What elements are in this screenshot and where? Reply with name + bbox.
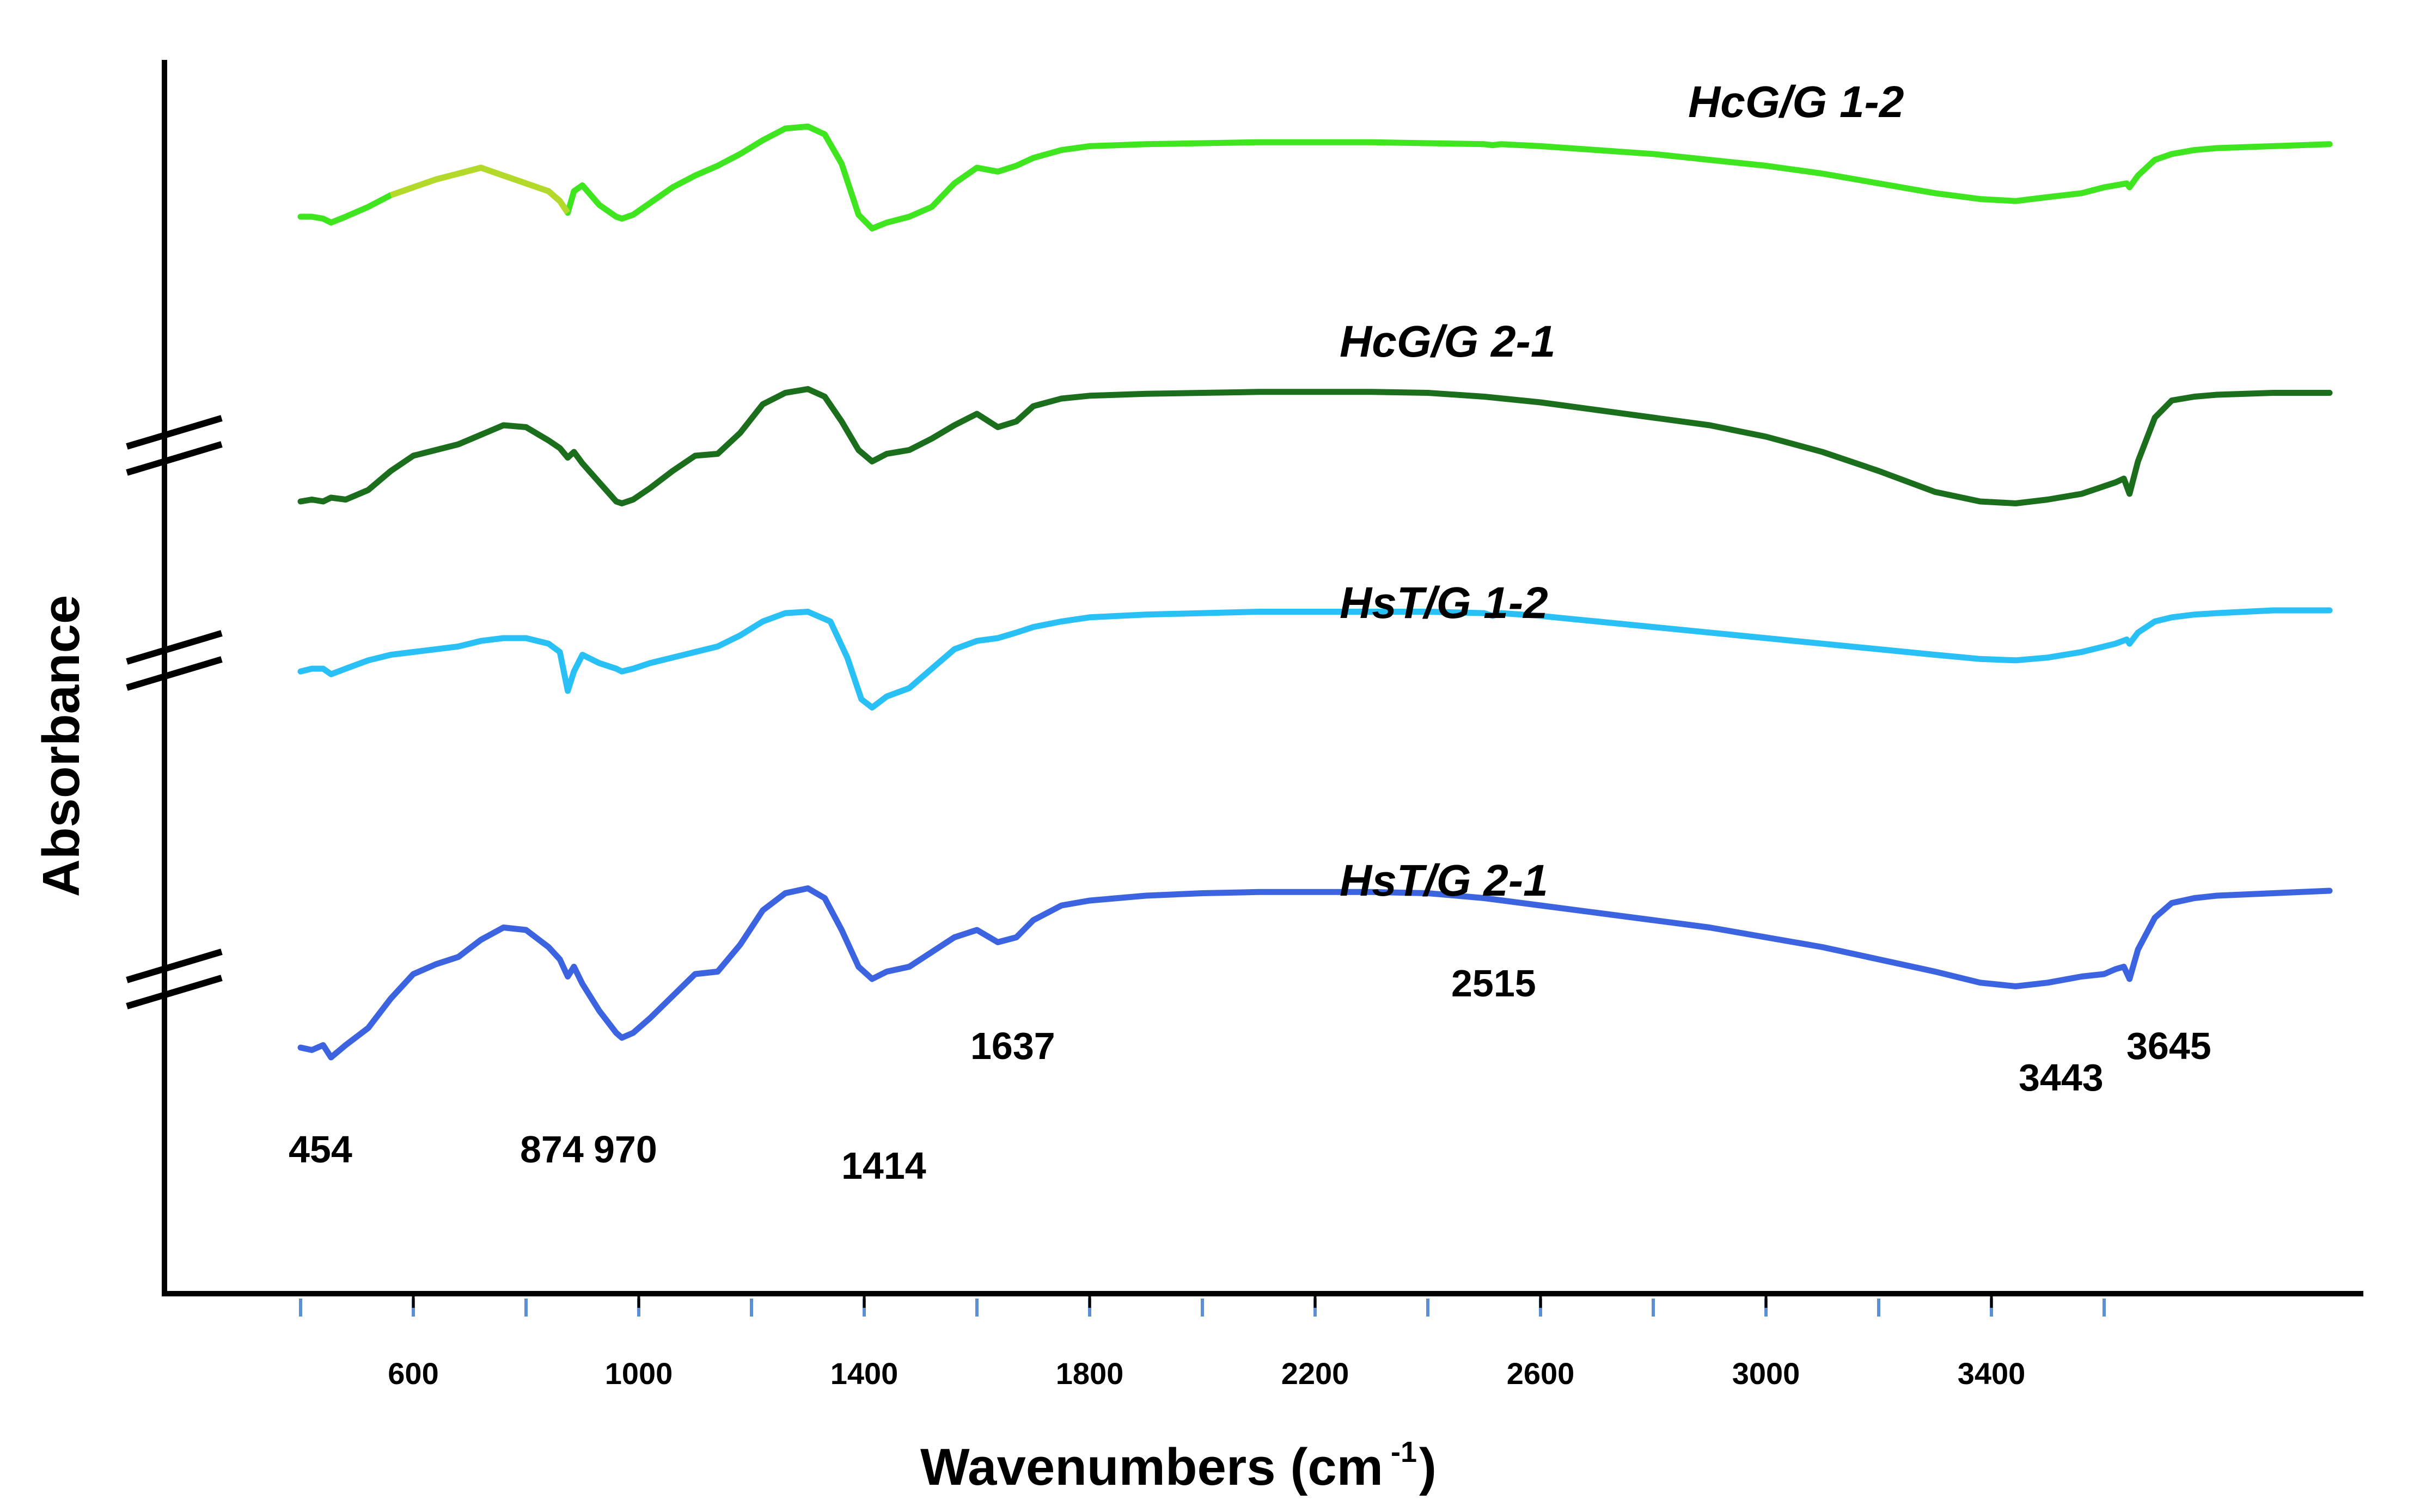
y-axis-title: Absorbance [32, 595, 90, 897]
axis-break-3-lower [126, 975, 223, 1009]
series-label-hcg-g-2-1: HcG/G 2-1 [1340, 317, 1555, 366]
peak-label-1637: 1637 [970, 1025, 1055, 1067]
axis-break-2-upper [126, 630, 223, 665]
series-label-hcg-g-1-2: HcG/G 1-2 [1688, 77, 1904, 127]
x-tick-label-1800: 1800 [1056, 1356, 1124, 1391]
x-tick-label-600: 600 [388, 1356, 438, 1391]
x-axis-title-end: ) [1419, 1438, 1437, 1496]
series-hcg-g-1-2-line [297, 123, 2333, 232]
x-axis-title-sup: -1 [1391, 1436, 1417, 1468]
axis-break-1-lower [126, 441, 223, 476]
series-hst-g-2-1-line [297, 885, 2333, 1061]
series-hcg-g-2-1-line [297, 386, 2333, 506]
axis-breaks [126, 415, 223, 1009]
x-ticks [299, 1294, 2106, 1317]
series-labels: HsT/G 2-1 HsT/G 1-2 HcG/G 2-1 HcG/G 1-2 [1340, 77, 1904, 905]
peak-label-1414: 1414 [841, 1144, 926, 1187]
axis-break-1-upper [126, 415, 223, 450]
x-tick-label-2200: 2200 [1281, 1356, 1349, 1391]
series-hcg-g-1-2-highlight [389, 164, 571, 215]
axis-break-2-lower [126, 656, 223, 691]
peak-label-3443: 3443 [2019, 1056, 2104, 1099]
peak-label-970: 970 [594, 1128, 657, 1171]
x-axis-title-main: Wavenumbers (cm [920, 1438, 1383, 1496]
x-tick-label-2600: 2600 [1507, 1356, 1575, 1391]
peak-label-454: 454 [289, 1128, 352, 1171]
x-axis-title: Wavenumbers (cm -1) [920, 1436, 1437, 1496]
peak-label-874: 874 [520, 1128, 584, 1171]
series-label-hst-g-1-2: HsT/G 1-2 [1340, 578, 1548, 628]
x-tick-label-1000: 1000 [605, 1356, 673, 1391]
peak-labels: 454 874 970 1414 1637 2515 3443 3645 [289, 962, 2211, 1187]
x-tick-label-1400: 1400 [830, 1356, 899, 1391]
x-tick-labels: 600 1000 1400 1800 2200 2600 3000 3400 [388, 1356, 2025, 1391]
series-label-hst-g-2-1: HsT/G 2-1 [1340, 856, 1548, 905]
x-tick-label-3000: 3000 [1732, 1356, 1800, 1391]
spectra-traces [297, 123, 2333, 1061]
peak-label-3645: 3645 [2126, 1025, 2211, 1067]
series-hst-g-1-2-line [297, 607, 2333, 711]
axis-break-3-upper [126, 948, 223, 983]
peak-label-2515: 2515 [1451, 962, 1536, 1005]
x-tick-label-3400: 3400 [1958, 1356, 2026, 1391]
